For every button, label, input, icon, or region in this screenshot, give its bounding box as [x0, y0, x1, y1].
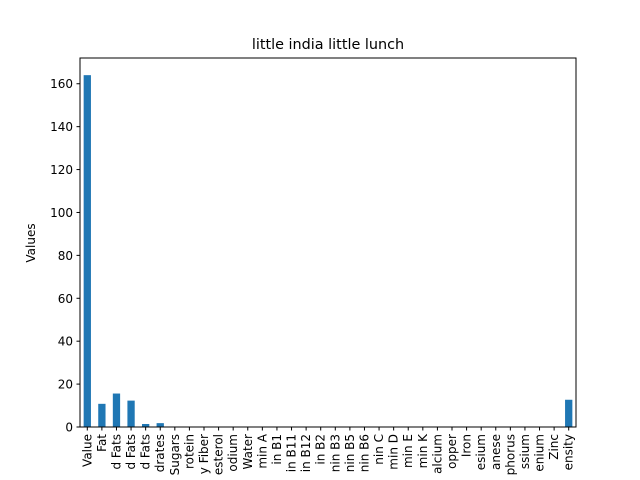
x-tick-label: Value — [80, 434, 94, 467]
x-tick-label: anese — [489, 434, 503, 470]
x-tick-label: Zinc — [547, 434, 561, 460]
bar — [112, 393, 121, 427]
x-tick-label: d Fats — [124, 434, 138, 470]
y-axis-title: Values — [24, 223, 38, 262]
x-tick-label: min D — [387, 434, 401, 470]
x-tick-label: min K — [416, 433, 430, 468]
y-tick-label: 100 — [50, 206, 73, 220]
x-tick-label: Iron — [460, 434, 474, 457]
x-tick-label: Sugars — [168, 434, 182, 475]
y-tick-label: 40 — [58, 335, 73, 349]
bar — [142, 423, 150, 427]
x-tick-label: esterol — [212, 434, 226, 475]
bar — [98, 403, 106, 427]
x-tick-label: in B11 — [285, 434, 299, 472]
chart-title: little india little lunch — [252, 37, 404, 53]
y-axis: 0 20 40 60 80 100 120 140 160 — [50, 77, 80, 435]
x-tick-label: nin C — [372, 434, 386, 465]
y-tick-label: 120 — [50, 163, 73, 177]
y-tick-label: 0 — [65, 421, 73, 435]
bar — [127, 400, 135, 427]
x-tick-label: min E — [401, 434, 415, 468]
x-tick-label: y Fiber — [197, 434, 211, 474]
y-tick-label: 80 — [58, 249, 73, 263]
bar — [83, 75, 91, 428]
x-tick-label: drates — [153, 434, 167, 472]
x-tick-label: opper — [445, 434, 459, 469]
y-tick-label: 140 — [50, 120, 73, 134]
y-tick-label: 160 — [50, 77, 73, 91]
bar — [156, 423, 164, 427]
x-tick-label: Fat — [95, 434, 109, 452]
x-tick-label: rotein — [182, 434, 196, 469]
x-tick-label: esium — [474, 434, 488, 470]
x-tick-label: in B2 — [314, 434, 328, 465]
x-tick-label: ensity — [562, 434, 576, 470]
x-tick-label: alcium — [430, 434, 444, 474]
x-axis: Value Fat d Fats d Fats d Fats drates Sugars ro… — [80, 427, 576, 475]
bars-group — [83, 75, 573, 428]
x-tick-label: Water — [241, 434, 255, 470]
x-tick-label: odium — [226, 434, 240, 472]
x-tick-label: nin B3 — [328, 434, 342, 472]
x-tick-label: nin B5 — [343, 434, 357, 472]
x-tick-label: in B12 — [299, 434, 313, 472]
x-tick-label: phorus — [503, 434, 517, 475]
y-tick-label: 60 — [58, 292, 73, 306]
x-tick-label: enium — [533, 434, 547, 472]
x-tick-label: ssium — [518, 434, 532, 469]
x-tick-label: d Fats — [139, 434, 153, 470]
plot-frame — [79, 57, 577, 428]
x-tick-label: d Fats — [109, 434, 123, 470]
bar — [565, 399, 573, 427]
x-tick-label: in B1 — [270, 434, 284, 465]
y-tick-label: 20 — [58, 378, 73, 392]
x-tick-label: min A — [255, 433, 269, 468]
x-tick-label: nin B6 — [357, 434, 371, 472]
